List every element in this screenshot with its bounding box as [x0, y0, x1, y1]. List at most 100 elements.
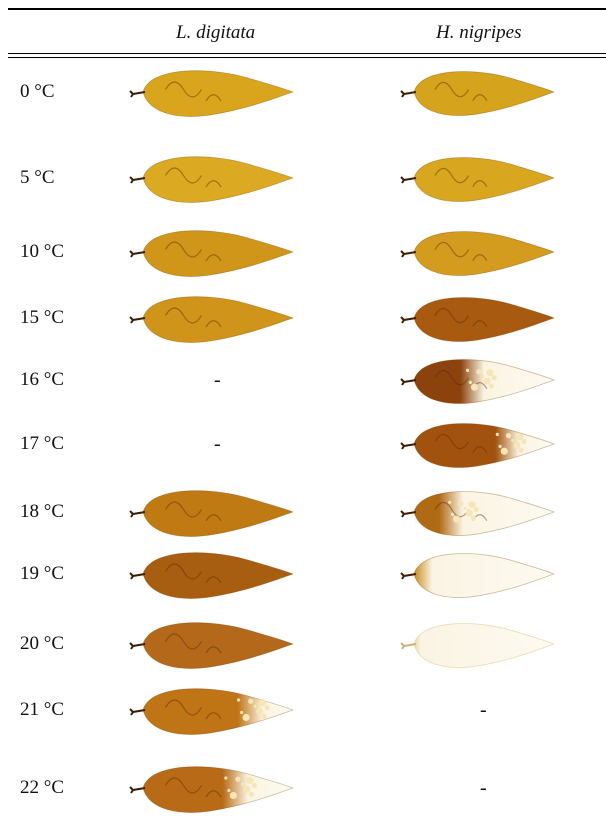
- bleach-speckle: [242, 713, 250, 722]
- stipe-stub: [129, 250, 146, 258]
- cell-l-digitata-kelp-photo: [129, 149, 295, 207]
- stipe-stub: [129, 510, 146, 518]
- bleach-speckle: [465, 368, 470, 372]
- stipe-stub: [400, 176, 417, 184]
- stipe-stub: [400, 572, 417, 580]
- bleach-speckle: [259, 698, 267, 707]
- table-row: 20 °C: [0, 612, 606, 676]
- kelp-blade: [142, 490, 295, 537]
- cell-h-nigripes-missing-dash: -: [480, 777, 487, 799]
- column-header-h-nigripes: H. nigripes: [436, 22, 522, 43]
- kelp-blade: [142, 296, 295, 343]
- stipe-stub: [129, 316, 146, 324]
- bleach-speckle: [486, 369, 494, 377]
- table-top-rule: [8, 8, 606, 10]
- bleach-speckle: [470, 383, 479, 391]
- bleach-speckle: [511, 438, 515, 442]
- bleach-speckle: [463, 506, 467, 510]
- bleach-speckle: [465, 509, 473, 517]
- kelp-blade: [142, 622, 295, 669]
- cell-h-nigripes-kelp-photo: [400, 224, 556, 280]
- blade-marking: [164, 563, 222, 584]
- blade-marking: [164, 167, 222, 188]
- temperature-label: 22 °C: [20, 777, 65, 798]
- cell-l-digitata-missing-dash: -: [214, 433, 221, 455]
- blade-marking: [164, 241, 222, 262]
- blade-marking: [164, 777, 222, 798]
- bleach-speckle: [227, 788, 231, 793]
- bleach-speckle: [518, 447, 524, 453]
- table-row: 10 °C: [0, 220, 606, 284]
- kelp-blade: [142, 552, 295, 599]
- stipe-stub: [129, 90, 146, 98]
- bleach-speckle: [458, 501, 464, 507]
- cell-l-digitata-kelp-photo: [129, 63, 295, 121]
- bleach-speckle: [481, 374, 485, 378]
- bleach-speckle: [521, 439, 527, 445]
- cell-l-digitata-kelp-photo: [129, 545, 295, 603]
- blade-marking: [434, 81, 488, 101]
- bleach-speckle: [235, 776, 241, 782]
- cell-h-nigripes-kelp-photo: [400, 484, 556, 540]
- bleach-speckle: [256, 707, 264, 715]
- bleach-speckle: [468, 380, 472, 384]
- cell-h-nigripes-missing-dash: -: [480, 699, 487, 721]
- kelp-blade: [142, 688, 295, 735]
- bleach-speckle: [513, 441, 521, 449]
- bleach-speckle: [483, 377, 491, 385]
- bleach-speckle: [261, 713, 267, 719]
- bleach-speckle: [229, 791, 237, 800]
- stipe-stub: [400, 642, 417, 650]
- table-row: 16 °C -: [0, 348, 606, 412]
- bleach-speckle: [246, 776, 254, 785]
- bleach-speckle: [237, 698, 241, 702]
- temperature-label: 16 °C: [20, 369, 65, 390]
- cell-l-digitata-kelp-photo: [129, 615, 295, 673]
- bleach-speckle: [470, 515, 477, 521]
- temperature-label: 15 °C: [20, 307, 65, 328]
- stipe-stub: [400, 510, 417, 518]
- cell-l-digitata-kelp-photo: [129, 681, 295, 739]
- temperature-label: 19 °C: [20, 563, 65, 584]
- stipe-stub: [129, 572, 146, 580]
- bleach-speckle: [224, 776, 228, 780]
- kelp-blade: [142, 230, 295, 277]
- temperature-label: 10 °C: [20, 241, 65, 262]
- header-rule-upper: [8, 53, 606, 54]
- bleach-speckle: [498, 444, 502, 448]
- kelp-blade: [413, 491, 556, 536]
- cell-h-nigripes-kelp-photo: [400, 150, 556, 206]
- bleach-speckle: [448, 500, 452, 504]
- stipe-stub: [400, 442, 417, 450]
- blade-marking: [164, 633, 222, 654]
- bleach-speckle: [488, 383, 494, 389]
- temperature-label: 20 °C: [20, 633, 65, 654]
- kelp-blade: [142, 70, 295, 117]
- table-row: 17 °C -: [0, 412, 606, 476]
- cell-h-nigripes-kelp-photo: [400, 290, 556, 346]
- blade-marking: [434, 307, 488, 327]
- kelp-blade: [413, 623, 556, 668]
- bleach-speckle: [248, 791, 254, 797]
- stipe-stub: [129, 786, 146, 794]
- bleach-speckle: [248, 698, 254, 704]
- bleach-speckle: [491, 375, 497, 381]
- blade-marking: [164, 699, 222, 720]
- table-row: 0 °C: [0, 60, 606, 124]
- cell-l-digitata-kelp-photo: [129, 289, 295, 347]
- bleach-speckle: [450, 512, 455, 516]
- blade-marking: [434, 167, 488, 187]
- blade-marking: [434, 433, 488, 453]
- bleach-speckle: [500, 447, 508, 455]
- stipe-stub: [400, 316, 417, 324]
- temperature-label: 5 °C: [20, 167, 55, 188]
- header-rule-lower: [8, 57, 606, 58]
- cell-h-nigripes-kelp-photo: [400, 616, 556, 672]
- cell-l-digitata-kelp-photo: [129, 759, 295, 817]
- bleach-speckle: [495, 432, 499, 436]
- kelp-blade: [413, 71, 556, 116]
- bleach-speckle: [251, 782, 257, 789]
- cell-l-digitata-kelp-photo: [129, 223, 295, 281]
- table-row: 21 °C -: [0, 678, 606, 742]
- bleach-speckle: [516, 433, 524, 441]
